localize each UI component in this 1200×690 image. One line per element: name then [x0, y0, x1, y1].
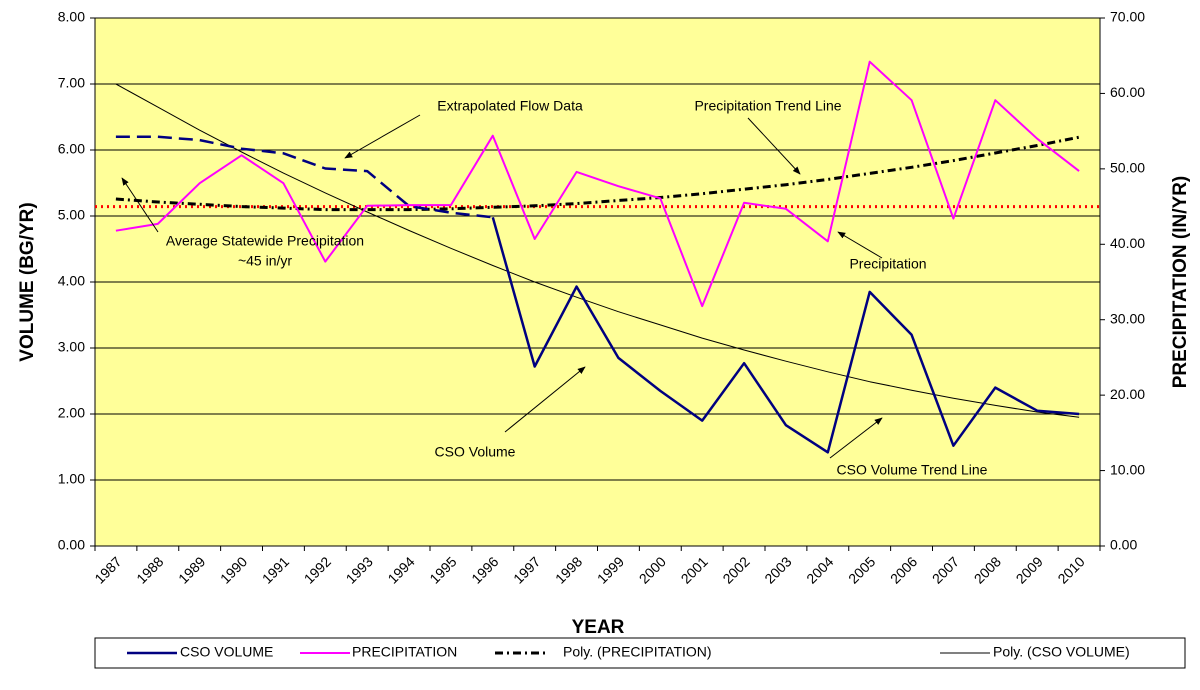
y-tick-label: 6.00 — [58, 141, 85, 157]
legend-label: Poly. (PRECIPITATION) — [563, 644, 712, 660]
extrapolated-line — [115, 135, 493, 219]
x-axis-title: YEAR — [572, 617, 625, 638]
x-tick-label: 2010 — [1054, 553, 1087, 586]
annotation: Extrapolated Flow Data — [437, 98, 583, 114]
x-tick-label: 2006 — [887, 553, 920, 586]
x-tick-label: 2003 — [761, 553, 794, 586]
legend-label: PRECIPITATION — [352, 644, 457, 660]
annotation-arrow — [121, 177, 159, 233]
x-tick-label: 2008 — [971, 553, 1004, 586]
x-tick-label: 1991 — [259, 553, 292, 586]
legend-label: CSO VOLUME — [180, 644, 273, 660]
annotation: Precipitation Trend Line — [694, 98, 841, 114]
y2-tick-label: 40.00 — [1110, 235, 1145, 251]
x-tick-label: 1993 — [343, 553, 376, 586]
annotation-arrow — [829, 417, 883, 459]
x-tick-label: 1999 — [594, 553, 627, 586]
x-tick-label: 1988 — [133, 553, 166, 586]
x-tick-label: 2004 — [803, 553, 836, 586]
annotation-arrow — [344, 114, 421, 159]
y-tick-label: 0.00 — [58, 537, 85, 553]
trend-line — [115, 83, 1080, 418]
legend-label: Poly. (CSO VOLUME) — [993, 644, 1130, 660]
y2-tick-label: 10.00 — [1110, 461, 1145, 477]
x-tick-label: 1995 — [426, 553, 459, 586]
annotation-arrow — [504, 366, 586, 433]
y-tick-label: 1.00 — [58, 471, 85, 487]
annotation: CSO Volume Trend Line — [837, 462, 988, 478]
x-tick-label: 2002 — [719, 553, 752, 586]
annotation: ~45 in/yr — [238, 253, 292, 269]
trend-line — [115, 135, 1080, 212]
y2-tick-label: 70.00 — [1110, 9, 1145, 25]
annotation: Average Statewide Precipitation — [166, 233, 364, 249]
y2-axis-title: PRECIPITATION (IN/YR) — [1170, 176, 1191, 389]
data-line — [115, 60, 1080, 308]
y-tick-label: 3.00 — [58, 339, 85, 355]
x-tick-label: 1996 — [468, 553, 501, 586]
x-tick-label: 2009 — [1013, 553, 1046, 586]
data-line — [491, 216, 1080, 454]
y-tick-label: 8.00 — [58, 9, 85, 25]
y2-tick-label: 0.00 — [1110, 537, 1137, 553]
y2-tick-label: 30.00 — [1110, 310, 1145, 326]
y-axis-title: VOLUME (BG/YR) — [17, 202, 38, 361]
x-tick-label: 2000 — [636, 553, 669, 586]
y-tick-label: 7.00 — [58, 75, 85, 91]
y-tick-label: 2.00 — [58, 405, 85, 421]
y-tick-label: 5.00 — [58, 207, 85, 223]
x-tick-label: 2005 — [845, 553, 878, 586]
legend-box — [94, 637, 1186, 669]
x-tick-label: 1990 — [217, 553, 250, 586]
annotation: CSO Volume — [435, 444, 516, 460]
x-tick-label: 1989 — [175, 553, 208, 586]
y2-tick-label: 60.00 — [1110, 84, 1145, 100]
y2-tick-label: 20.00 — [1110, 386, 1145, 402]
annotation-arrow — [837, 231, 883, 259]
annotation-arrow — [747, 117, 801, 175]
annotation: Precipitation — [849, 256, 926, 272]
x-tick-label: 1992 — [301, 553, 334, 586]
x-tick-label: 1987 — [91, 553, 124, 586]
y-tick-label: 4.00 — [58, 273, 85, 289]
y2-tick-label: 50.00 — [1110, 160, 1145, 176]
x-tick-label: 1994 — [384, 553, 417, 586]
x-tick-label: 2001 — [678, 553, 711, 586]
x-tick-label: 1997 — [510, 553, 543, 586]
x-tick-label: 1998 — [552, 553, 585, 586]
x-tick-label: 2007 — [929, 553, 962, 586]
